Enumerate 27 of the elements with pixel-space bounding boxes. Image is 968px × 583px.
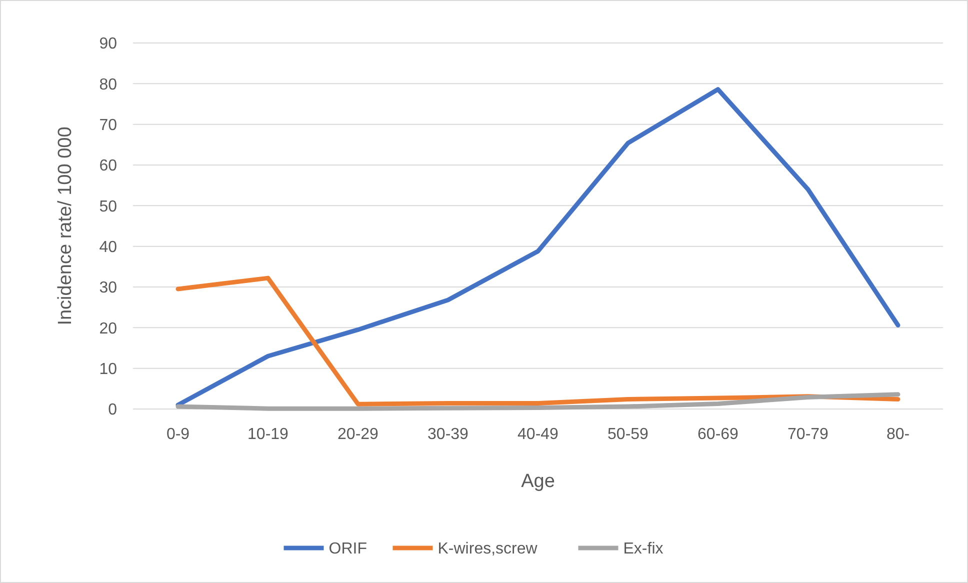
- x-tick-label: 70-79: [788, 426, 829, 443]
- line-series: [176, 392, 900, 411]
- x-tick-label: 10-19: [248, 426, 289, 443]
- y-tick-label: 90: [99, 36, 118, 53]
- y-tick-label: 10: [99, 360, 118, 378]
- x-tick-label: 30-39: [428, 426, 469, 443]
- y-tick-label: 40: [99, 238, 118, 256]
- x-tick-label: 40-49: [518, 426, 559, 443]
- y-tick-label: 80: [99, 76, 118, 94]
- x-tick-label: 50-59: [608, 426, 649, 443]
- y-tick-label: 50: [99, 198, 118, 216]
- y-tick-label: 70: [99, 116, 118, 134]
- x-tick-label: 60-69: [698, 426, 739, 443]
- line-series: [176, 87, 900, 408]
- legend-label: K-wires,screw: [438, 540, 538, 558]
- y-tick-label: 20: [99, 320, 118, 338]
- y-tick-label: 60: [99, 158, 118, 175]
- line-series: [176, 276, 900, 406]
- x-tick-label: 0-9: [166, 426, 190, 443]
- x-tick-label: 20-29: [338, 426, 379, 443]
- y-tick-label: 0: [108, 402, 118, 419]
- legend-label: ORIF: [328, 540, 368, 558]
- y-axis-title: Incidence rate/ 100 000: [55, 126, 76, 326]
- x-axis-title: Age: [521, 471, 555, 492]
- y-tick-label: 30: [99, 280, 118, 297]
- legend-label: Ex-fix: [623, 540, 664, 558]
- x-tick-label: 80-: [886, 426, 910, 443]
